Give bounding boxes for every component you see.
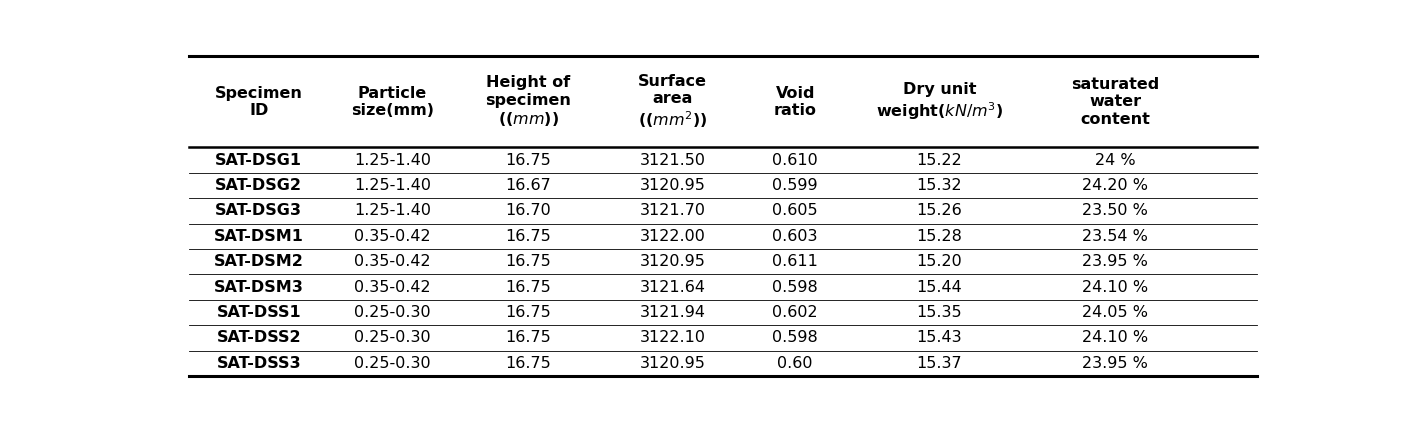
Text: 0.25-0.30: 0.25-0.30: [354, 356, 430, 371]
Text: 24.10 %: 24.10 %: [1082, 330, 1149, 345]
Text: 3120.95: 3120.95: [639, 178, 706, 193]
Text: 0.598: 0.598: [772, 330, 818, 345]
Text: 15.37: 15.37: [917, 356, 962, 371]
Text: 23.50 %: 23.50 %: [1082, 203, 1149, 218]
Text: 23.95 %: 23.95 %: [1082, 356, 1149, 371]
Text: 15.35: 15.35: [917, 305, 962, 320]
Text: 0.598: 0.598: [772, 279, 818, 294]
Text: 3121.50: 3121.50: [639, 153, 706, 168]
Text: 15.28: 15.28: [916, 229, 962, 244]
Text: 16.67: 16.67: [505, 178, 552, 193]
Text: 0.35-0.42: 0.35-0.42: [354, 254, 430, 269]
Text: 16.70: 16.70: [505, 203, 552, 218]
Text: 0.25-0.30: 0.25-0.30: [354, 305, 430, 320]
Text: 3120.95: 3120.95: [639, 356, 706, 371]
Text: SAT-DSM3: SAT-DSM3: [214, 279, 303, 294]
Text: 23.54 %: 23.54 %: [1082, 229, 1149, 244]
Text: 1.25-1.40: 1.25-1.40: [354, 203, 430, 218]
Text: 0.599: 0.599: [772, 178, 818, 193]
Text: 24.10 %: 24.10 %: [1082, 279, 1149, 294]
Text: 24 %: 24 %: [1095, 153, 1136, 168]
Text: 16.75: 16.75: [505, 330, 552, 345]
Text: 15.43: 15.43: [917, 330, 962, 345]
Text: 3122.10: 3122.10: [639, 330, 706, 345]
Text: Surface
area
($\mathbf{(}$$mm^2$$\mathbf{)}$): Surface area ($\mathbf{(}$$mm^2$$\mathbf…: [638, 74, 707, 130]
Text: 16.75: 16.75: [505, 305, 552, 320]
Text: SAT-DSG3: SAT-DSG3: [216, 203, 302, 218]
Text: 3121.70: 3121.70: [639, 203, 706, 218]
Text: 15.32: 15.32: [917, 178, 962, 193]
Text: 0.603: 0.603: [772, 229, 818, 244]
Text: 3121.94: 3121.94: [639, 305, 706, 320]
Text: SAT-DSM1: SAT-DSM1: [214, 229, 303, 244]
Text: Particle
size(mm): Particle size(mm): [351, 86, 433, 118]
Text: 0.25-0.30: 0.25-0.30: [354, 330, 430, 345]
Text: 0.610: 0.610: [772, 153, 818, 168]
Text: 15.44: 15.44: [916, 279, 962, 294]
Text: 1.25-1.40: 1.25-1.40: [354, 178, 430, 193]
Text: 24.05 %: 24.05 %: [1082, 305, 1149, 320]
Text: SAT-DSG1: SAT-DSG1: [216, 153, 302, 168]
Text: 15.26: 15.26: [916, 203, 962, 218]
Text: 3120.95: 3120.95: [639, 254, 706, 269]
Text: Height of
specimen
($\mathbf{(}$$mm$$\mathbf{)}$): Height of specimen ($\mathbf{(}$$mm$$\ma…: [485, 75, 571, 128]
Text: Dry unit
weight($kN/m^3$): Dry unit weight($kN/m^3$): [876, 82, 1003, 122]
Text: Specimen
ID: Specimen ID: [214, 86, 303, 118]
Text: 0.602: 0.602: [772, 305, 818, 320]
Text: Void
ratio: Void ratio: [773, 86, 817, 118]
Text: 16.75: 16.75: [505, 254, 552, 269]
Text: 3122.00: 3122.00: [639, 229, 706, 244]
Text: 0.611: 0.611: [772, 254, 818, 269]
Text: 0.60: 0.60: [777, 356, 813, 371]
Text: SAT-DSS1: SAT-DSS1: [216, 305, 301, 320]
Text: SAT-DSS2: SAT-DSS2: [216, 330, 301, 345]
Text: 16.75: 16.75: [505, 229, 552, 244]
Text: 16.75: 16.75: [505, 153, 552, 168]
Text: saturated
water
content: saturated water content: [1071, 77, 1160, 127]
Text: 15.22: 15.22: [916, 153, 962, 168]
Text: 1.25-1.40: 1.25-1.40: [354, 153, 430, 168]
Text: SAT-DSM2: SAT-DSM2: [214, 254, 303, 269]
Text: SAT-DSS3: SAT-DSS3: [216, 356, 301, 371]
Text: 15.20: 15.20: [916, 254, 962, 269]
Text: 0.35-0.42: 0.35-0.42: [354, 229, 430, 244]
Text: 0.35-0.42: 0.35-0.42: [354, 279, 430, 294]
Text: SAT-DSG2: SAT-DSG2: [216, 178, 302, 193]
Text: 16.75: 16.75: [505, 279, 552, 294]
Text: 16.75: 16.75: [505, 356, 552, 371]
Text: 23.95 %: 23.95 %: [1082, 254, 1149, 269]
Text: 24.20 %: 24.20 %: [1082, 178, 1149, 193]
Text: 0.605: 0.605: [772, 203, 818, 218]
Text: 3121.64: 3121.64: [639, 279, 706, 294]
